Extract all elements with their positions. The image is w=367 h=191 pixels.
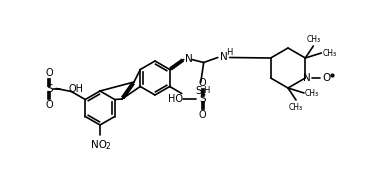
Text: O: O (199, 109, 207, 120)
Text: O: O (46, 100, 53, 109)
Text: S: S (195, 87, 202, 96)
Text: NO: NO (91, 140, 107, 150)
Text: CH₃: CH₃ (305, 88, 319, 97)
Text: HO: HO (168, 94, 183, 104)
Text: CH₃: CH₃ (322, 49, 337, 57)
Text: S: S (46, 83, 52, 94)
Text: S: S (199, 94, 206, 104)
Text: N: N (304, 73, 311, 83)
Text: CH₃: CH₃ (306, 35, 320, 44)
Text: OH: OH (68, 83, 83, 94)
Text: H: H (226, 48, 233, 57)
Text: O: O (46, 67, 53, 78)
Text: O: O (322, 73, 330, 83)
Text: H: H (204, 86, 210, 95)
Text: N: N (220, 53, 228, 62)
Text: O: O (199, 78, 207, 87)
Text: CH₃: CH₃ (289, 103, 303, 112)
Text: 2: 2 (106, 142, 110, 151)
Text: N: N (185, 54, 193, 65)
